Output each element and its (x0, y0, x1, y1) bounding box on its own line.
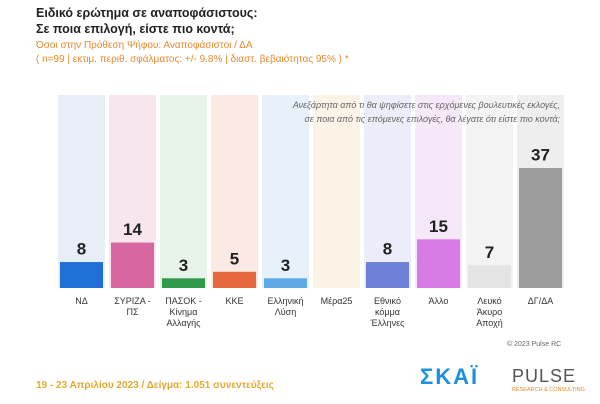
bar (264, 278, 307, 288)
column-background (262, 95, 309, 288)
x-tick-label: Μέρα25 (320, 296, 353, 306)
value-label: 15 (429, 217, 448, 236)
value-label: 3 (281, 256, 290, 275)
x-tick-label: ΝΔ (75, 296, 88, 306)
bar (366, 262, 409, 288)
logo-skai: ΣΚΑΪ (420, 364, 480, 389)
value-label: 8 (77, 240, 86, 259)
copyright: © 2023 Pulse RC (507, 341, 562, 348)
x-tick-label: ΚΚΕ (225, 296, 244, 306)
bar (468, 265, 511, 288)
column-background (313, 95, 360, 288)
bar (519, 168, 562, 288)
x-tick-label: Εθνικό κόμμα Έλληνες (370, 296, 405, 328)
bar (162, 278, 205, 288)
value-label: 8 (383, 240, 392, 259)
column-background (364, 95, 411, 288)
value-label: 5 (230, 249, 239, 268)
column-background (58, 95, 105, 288)
logo-pulse: PULSE (512, 366, 577, 386)
x-tick-label: Λευκό Άκυρο Αποχή (476, 296, 503, 328)
question: Ανεξάρτητα από τι θα ψηφίσετε στις ερχόμ… (292, 100, 560, 124)
x-tick-label: Άλλο (428, 296, 449, 306)
column-background (466, 95, 513, 288)
value-label: 7 (485, 243, 494, 262)
subtitle: Όσοι στην Πρόθεση Ψήφου: Αναποφάσιστοι /… (36, 40, 253, 51)
title: Σε ποια επιλογή, είστε πιο κοντά; (36, 22, 235, 36)
logo-pulse-sub: RESEARCH & CONSULTING (512, 387, 585, 393)
x-tick-label: ΣΥΡΙΖΑ - ΠΣ (114, 296, 151, 317)
x-tick-label: ΔΓ/ΔΑ (527, 296, 554, 306)
bar (417, 239, 460, 288)
column-background (211, 95, 258, 288)
bar (111, 242, 154, 288)
footer: 19 - 23 Απριλίου 2023 / Δείγμα: 1.051 συ… (36, 380, 274, 391)
value-label: 37 (531, 145, 550, 164)
bar (60, 262, 103, 288)
sample-note: ( n=99 | εκτιμ. περιθ. σφάλματος: +/- 9.… (36, 54, 349, 65)
x-tick-label: Ελληνική Λύση (267, 296, 304, 317)
value-label: 14 (123, 220, 142, 239)
bar (213, 271, 256, 288)
value-label: 3 (179, 256, 188, 275)
x-tick-label: ΠΑΣΟΚ - Κίνημα Αλλαγής (165, 296, 202, 328)
column-background (160, 95, 207, 288)
title: Ειδικό ερώτημα σε αναποφάσιστους: (36, 6, 258, 20)
